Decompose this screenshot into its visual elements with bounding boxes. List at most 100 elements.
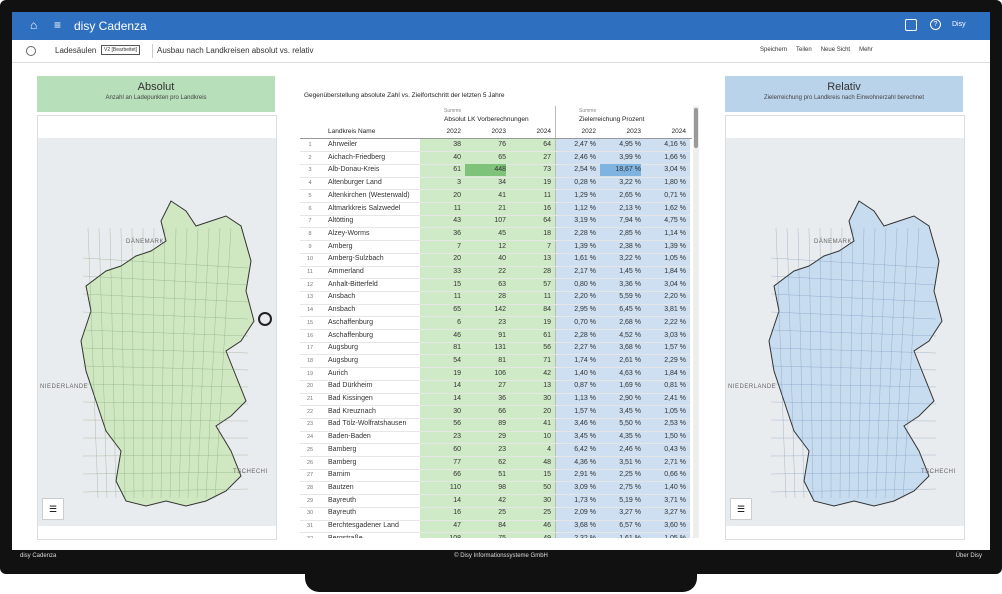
value-cell: 3,51 %: [619, 458, 641, 466]
district-name: Augsburg: [328, 356, 358, 364]
district-name: Bad Kissingen: [328, 395, 373, 402]
user-menu[interactable]: Disy: [952, 21, 966, 28]
scrollbar[interactable]: [693, 106, 699, 538]
legend-button[interactable]: ☰: [730, 498, 752, 520]
column-header[interactable]: 2024: [671, 128, 686, 135]
row-rule: [300, 278, 690, 280]
value-cell: 1,57 %: [574, 407, 596, 415]
toolbar-action[interactable]: Speichern: [760, 47, 788, 53]
version-badge: V2 [Bearbeitet]: [101, 45, 141, 55]
row-rule: [300, 303, 690, 305]
panel-header: Absolut Anzahl an Ladepunkten pro Landkre…: [37, 76, 275, 112]
value-cell: 5,19 %: [619, 496, 641, 504]
value-cell: 2,95 %: [574, 306, 596, 314]
group-sum: Summe: [444, 108, 462, 114]
value-cell: 3,45 %: [619, 407, 641, 415]
toolbar-action[interactable]: Neue Sicht: [820, 47, 851, 53]
column-header[interactable]: Landkreis Name: [328, 128, 376, 135]
panel-subtitle: Zielerreichung pro Landkreis nach Einwoh…: [763, 95, 925, 101]
map-label: DÄNEMARK: [814, 238, 852, 245]
value-cell: 0,81 %: [664, 382, 686, 390]
district-border: [857, 227, 865, 499]
settings-button[interactable]: [905, 19, 917, 31]
value-cell: 16: [543, 204, 551, 212]
row-number: 22: [306, 408, 314, 415]
value-cell: 40: [453, 153, 461, 161]
district-border: [775, 227, 787, 499]
value-cell: 2,75 %: [619, 483, 641, 491]
value-cell: 1,40 %: [574, 369, 596, 377]
district-name: Baden-Baden: [328, 433, 371, 441]
row-number: 2: [308, 154, 312, 161]
district-border: [82, 311, 249, 320]
district-border: [131, 227, 135, 499]
value-cell: 1,62 %: [664, 204, 686, 212]
value-cell: 36: [453, 229, 461, 237]
screen: ⌂ ≡ disy Cadenza ? Disy Ladesäulen V2 [B…: [12, 12, 990, 563]
value-cell: 3,19 %: [574, 217, 596, 225]
value-cell: 2,20 %: [574, 293, 596, 301]
value-cell: 1,73 %: [574, 496, 596, 504]
legend-button[interactable]: ☰: [42, 498, 64, 520]
row-rule: [300, 481, 690, 483]
district-border: [770, 347, 937, 354]
value-cell: 77: [453, 458, 461, 466]
district-border: [120, 227, 126, 499]
footer-right[interactable]: Über Disy: [955, 553, 982, 559]
value-cell: 6: [457, 318, 461, 326]
value-cell: 2,13 %: [619, 204, 641, 212]
district-name: Altmarkkreis Salzwedel: [328, 204, 401, 212]
district-border: [893, 227, 909, 499]
value-cell: 36: [498, 395, 506, 402]
value-cell: 2,53 %: [664, 420, 686, 428]
value-cell: 33: [453, 268, 461, 275]
column-header[interactable]: 2023: [491, 128, 506, 135]
district-border: [786, 227, 796, 499]
footer: disy Cadenza © Disy Informationssysteme …: [12, 550, 990, 563]
value-cell: 1,80 %: [664, 179, 686, 187]
help-button[interactable]: ?: [930, 19, 941, 30]
value-cell: 2,46 %: [574, 153, 596, 161]
value-cell: 3,27 %: [619, 509, 641, 517]
row-rule: [300, 532, 690, 534]
toolbar-action[interactable]: Teilen: [796, 47, 812, 53]
map-label: DÄNEMARK: [126, 238, 164, 245]
menu-button[interactable]: ≡: [54, 18, 62, 32]
toolbar-action[interactable]: Mehr: [859, 47, 873, 53]
district-name: Bad Dürkheim: [328, 382, 373, 390]
column-header[interactable]: 2022: [581, 128, 596, 135]
district-border: [82, 365, 249, 371]
view-title[interactable]: Ausbau nach Landkreisen absolut vs. rela…: [157, 46, 314, 55]
district-name: Altenburger Land: [328, 179, 382, 187]
column-header[interactable]: 2024: [536, 128, 551, 135]
breadcrumb[interactable]: Ladesäulen: [55, 46, 97, 55]
map[interactable]: DÄNEMARKNIEDERLANDETSCHECHIÖSTERREICHSCH…: [726, 138, 964, 526]
value-cell: 89: [498, 420, 506, 428]
value-cell: 3,46 %: [574, 420, 596, 428]
value-cell: 41: [498, 191, 506, 199]
app-title: disy Cadenza: [74, 19, 147, 33]
scroll-thumb[interactable]: [694, 108, 698, 148]
map[interactable]: DÄNEMARKNIEDERLANDETSCHECHIÖSTERREICHSCH…: [38, 138, 276, 526]
row-number: 1: [308, 142, 312, 148]
value-cell: 84: [498, 522, 506, 529]
district-border: [205, 227, 221, 499]
district-name: Altenkirchen (Westerwald): [328, 191, 410, 199]
toolbar: Ladesäulen V2 [Bearbeitet] Ausbau nach L…: [12, 40, 990, 63]
value-cell: 3,99 %: [619, 153, 641, 161]
value-cell: 30: [543, 395, 551, 402]
value-cell: 12: [498, 242, 506, 250]
value-cell: 2,65 %: [619, 191, 641, 199]
value-cell: 75: [465, 533, 506, 538]
district-name: Berchtesgadener Land: [328, 522, 399, 529]
district-name: Aurich: [328, 369, 348, 377]
value-cell: 2,28 %: [574, 331, 596, 339]
home-button[interactable]: ⌂: [30, 18, 38, 32]
district-border: [848, 227, 854, 499]
column-header[interactable]: 2022: [446, 128, 461, 135]
district-border: [770, 293, 937, 303]
country-outline: [768, 200, 943, 507]
column-header[interactable]: 2023: [626, 128, 641, 135]
value-cell: 23: [453, 433, 461, 441]
